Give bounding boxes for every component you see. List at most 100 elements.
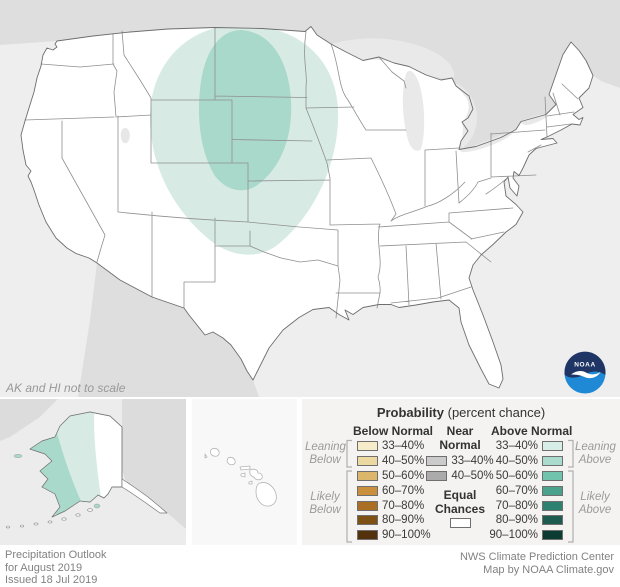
russia-landmass xyxy=(0,399,58,441)
below-normal-header: Below Normal xyxy=(353,424,434,438)
hawaii-inset-svg xyxy=(192,399,297,545)
legend-row: 50–60% xyxy=(491,469,567,484)
legend-row-label: 70–80% xyxy=(495,499,538,512)
footer-line: Precipitation Outlook xyxy=(5,549,107,561)
legend-swatch xyxy=(542,441,563,452)
legend-row: 40–50% xyxy=(491,454,567,469)
footer-right: NWS Climate Prediction Center Map by NOAA… xyxy=(460,551,614,576)
leaning-above-label: Leaning Above xyxy=(575,441,616,466)
great-salt-lake xyxy=(120,128,130,144)
below-normal-rows: 33–40% 40–50% 50–60% 60–70% 70–80% 80–90% 90–1… xyxy=(353,439,431,543)
legend-col-near: Near Normal 33–40% 40–50% Equal Chances xyxy=(426,424,494,543)
legend-row-label: 70–80% xyxy=(382,499,425,512)
hawaii-inset xyxy=(192,399,297,545)
kodiak-island xyxy=(93,503,101,509)
leaning-below-label: Leaning Below xyxy=(305,441,346,466)
hawaiian-islands xyxy=(204,447,277,507)
legend-swatch xyxy=(542,500,563,511)
state-borders xyxy=(24,27,579,319)
legend-body: Leaning Below Likely Below Below Normal … xyxy=(302,424,620,543)
legend-swatch xyxy=(426,456,448,467)
alaska-inset-svg xyxy=(0,399,186,545)
noaa-logo-gull xyxy=(571,370,601,379)
alaska-shading xyxy=(30,412,104,517)
lake-michigan xyxy=(402,70,425,151)
island-oahu xyxy=(226,456,236,466)
island-molokai xyxy=(239,465,251,471)
likely-below-label: Likely Below xyxy=(309,491,341,516)
legend-row: 70–80% xyxy=(353,498,429,513)
legend-row: 50–60% xyxy=(353,469,429,484)
footer-line: for August 2019 xyxy=(5,561,83,574)
legend-row-label: 40–50% xyxy=(495,455,538,468)
noaa-logo: NOAA xyxy=(564,351,606,394)
legend-title: Probability (percent chance) xyxy=(302,405,620,422)
legend-side-below: Leaning Below Likely Below xyxy=(305,424,346,543)
legend-row-label: 80–90% xyxy=(495,514,538,527)
legend-swatch xyxy=(542,485,563,496)
canada-landmass xyxy=(0,0,620,150)
footer-left: Precipitation Outlook for August 2019 Issu… xyxy=(5,549,107,587)
alaska-inset xyxy=(0,399,186,545)
legend-row-label: 40–50% xyxy=(382,455,425,468)
above-normal-rows: 33–40% 40–50% 50–60% 60–70% 70–80% 80–90% 90–1… xyxy=(489,439,567,543)
noaa-logo-navy-top xyxy=(564,351,606,378)
island-hawaii xyxy=(255,482,277,507)
map-scale-note: AK and HI not to scale xyxy=(6,381,126,395)
legend-swatch xyxy=(426,471,448,482)
legend-row: 33–40% xyxy=(353,439,429,454)
legend-row: 80–90% xyxy=(491,513,567,528)
legend-bracket-right xyxy=(567,424,575,543)
legend-row: 80–90% xyxy=(353,513,429,528)
legend-row-label: 33–40% xyxy=(451,455,494,468)
legend-swatch xyxy=(542,530,563,541)
legend-swatch xyxy=(357,485,378,496)
conus-map-svg: NOAA xyxy=(0,0,620,397)
ak-shaded-40-50 xyxy=(30,429,87,514)
legend-swatch xyxy=(542,515,563,526)
legend-row: 40–50% xyxy=(426,469,494,484)
alaska-outline-over xyxy=(29,411,123,518)
legend-swatch xyxy=(542,456,563,467)
legend-row: 90–100% xyxy=(489,528,567,543)
island-maui xyxy=(249,468,263,481)
equal-chances-header: Equal Chances xyxy=(434,487,486,516)
conus-outline xyxy=(20,26,594,389)
conus-map: NOAA xyxy=(0,0,620,397)
legend-swatch xyxy=(357,456,378,467)
island-kauai xyxy=(209,447,220,457)
bracket-right-svg xyxy=(568,439,574,543)
lake-ontario xyxy=(520,114,547,125)
legend-row-label: 50–60% xyxy=(495,469,538,482)
legend-row: 90–100% xyxy=(353,528,431,543)
legend-swatch xyxy=(357,530,378,541)
legend-row: 40–50% xyxy=(353,454,429,469)
legend-col-below: Below Normal 33–40% 40–50% 50–60% 60–70% 70–… xyxy=(353,424,434,543)
mexico-landmass xyxy=(78,263,259,397)
likely-above-label: Likely Above xyxy=(578,491,612,516)
footer-line: NWS Climate Prediction Center xyxy=(459,551,614,563)
hi-background xyxy=(192,399,297,545)
legend-swatch xyxy=(542,470,563,481)
legend-row-label: 60–70% xyxy=(382,484,425,497)
above-normal-header: Above Normal xyxy=(491,424,573,438)
shaded-region-above-40-50 xyxy=(198,30,292,191)
noaa-logo-text: NOAA xyxy=(574,362,596,369)
legend-row: 70–80% xyxy=(491,498,567,513)
legend-swatch xyxy=(357,470,378,481)
legend-row: 60–70% xyxy=(491,483,567,498)
legend-row-label: 33–40% xyxy=(495,440,538,453)
legend-swatch xyxy=(357,500,378,511)
legend-bracket-left xyxy=(345,424,353,543)
st-lawrence-island xyxy=(13,454,23,458)
footer-line: Map by NOAA Climate.gov xyxy=(483,563,614,576)
equal-chances-swatch xyxy=(449,517,471,528)
legend-title-suffix: (percent chance) xyxy=(447,405,546,420)
alaska-panhandle xyxy=(121,478,168,514)
legend-title-bold: Probability xyxy=(376,405,444,420)
lake-huron xyxy=(453,82,477,149)
island-niihau xyxy=(204,453,208,459)
legend-row: 33–40% xyxy=(491,439,567,454)
legend-swatch xyxy=(357,441,378,452)
island-kahoolawe xyxy=(248,480,253,485)
